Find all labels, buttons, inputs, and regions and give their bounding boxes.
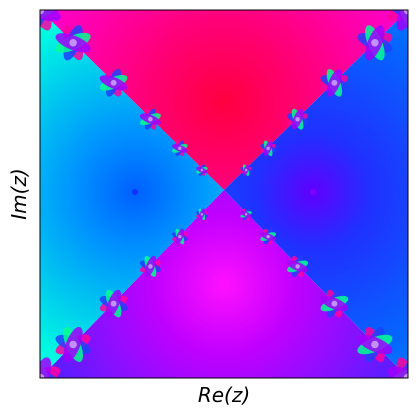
fractal-core: [110, 79, 117, 86]
fractal-core: [148, 264, 153, 269]
fractal-core: [244, 213, 248, 216]
fractal-core: [178, 234, 182, 239]
fractal-core: [266, 234, 270, 239]
fractal-core: [200, 213, 204, 216]
fractal-core: [295, 116, 300, 122]
basin-top: [40, 10, 408, 190]
fractal-core: [110, 300, 117, 307]
fractal-core: [403, 373, 408, 378]
y-axis-label: Im(z): [7, 168, 31, 219]
fractal-core: [371, 340, 379, 349]
fractal-core: [148, 116, 153, 122]
fractal-lobe: [40, 10, 61, 22]
fractal-core: [295, 264, 300, 269]
fractal-core: [40, 373, 45, 378]
fractal-core: [40, 10, 45, 15]
fractal-lobe: [387, 366, 408, 378]
fractal-core: [403, 10, 408, 15]
fractal-core: [331, 79, 338, 86]
fractal-core: [178, 146, 182, 150]
root-marker: [310, 189, 316, 195]
plot-frame: [39, 9, 409, 379]
fractal-core: [244, 168, 248, 172]
fractal-core: [371, 39, 379, 47]
basin-bottom: [40, 190, 408, 378]
fractal-image: [40, 10, 408, 378]
fractal-lobe: [40, 357, 52, 378]
basin-right: [224, 10, 408, 378]
fractal-core: [69, 39, 77, 47]
basin-left: [40, 10, 224, 378]
fractal-core: [331, 300, 338, 307]
root-marker: [132, 189, 138, 195]
fractal-core: [200, 168, 204, 172]
x-axis-label: Re(z): [198, 383, 250, 407]
fractal-lobe: [396, 10, 408, 31]
fractal-core: [69, 340, 77, 349]
fractal-core: [266, 146, 270, 150]
